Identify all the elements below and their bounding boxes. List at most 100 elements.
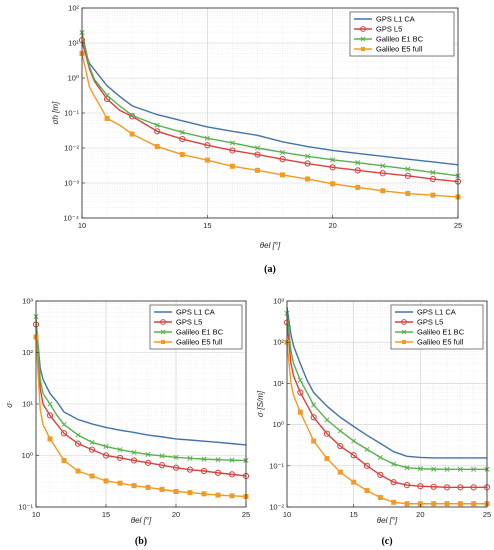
data-point	[377, 454, 383, 460]
y-axis-label: σ·	[5, 400, 14, 408]
data-point	[103, 95, 111, 103]
y-ticks: 10⁻⁴ 10⁻³ 10⁻² 10⁻¹ 10⁰ 10¹ 10²	[63, 4, 85, 223]
data-point	[404, 465, 410, 471]
data-point	[60, 430, 68, 437]
data-point	[215, 492, 221, 498]
data-point	[254, 167, 260, 173]
legend-label: Galileo E1 BC	[176, 328, 224, 337]
x-tick-label: 20	[172, 510, 180, 519]
data-point	[354, 167, 361, 174]
figure-caption: (c)	[381, 536, 392, 547]
data-point	[89, 439, 95, 445]
x-tick-label: 25	[242, 510, 250, 519]
y-tick-label: 10³	[273, 297, 284, 306]
data-point	[430, 192, 436, 198]
y-tick-label: 10⁰	[273, 420, 284, 429]
series-group	[78, 29, 462, 200]
data-point	[324, 456, 330, 462]
data-point	[159, 486, 165, 492]
data-point	[279, 156, 286, 163]
data-point	[391, 461, 397, 467]
x-axis-label: θel [°]	[260, 241, 281, 250]
data-point	[179, 135, 186, 143]
y-tick-label: 10¹	[22, 400, 33, 409]
y-ticks: 10⁻² 10⁻¹ 10⁰ 10¹ 10² 10³	[269, 297, 290, 512]
data-point	[145, 451, 151, 457]
x-tick-label: 10	[283, 510, 291, 519]
legend-label: GPS L5	[376, 25, 402, 34]
data-point	[403, 482, 411, 489]
data-point	[75, 432, 81, 438]
x-tick-label: 15	[203, 221, 211, 230]
legend-marker	[361, 47, 365, 51]
data-point	[46, 412, 54, 419]
data-point	[187, 455, 193, 461]
data-point	[103, 478, 109, 484]
data-point	[117, 480, 123, 486]
data-point	[404, 172, 411, 179]
data-point	[204, 142, 211, 149]
data-point	[131, 449, 137, 455]
x-axis-label: θel [°]	[377, 516, 398, 525]
data-point	[229, 457, 235, 463]
data-point	[355, 184, 361, 190]
data-point	[179, 129, 185, 135]
data-point	[173, 454, 179, 460]
data-point	[405, 166, 411, 172]
data-point	[377, 495, 383, 501]
y-tick-label: 10¹	[68, 39, 79, 48]
data-point	[429, 175, 437, 183]
y-tick-label: 10¹	[273, 379, 284, 388]
data-point	[330, 181, 336, 187]
legend-label: Galileo E5 full	[376, 45, 423, 54]
data-point	[61, 457, 67, 463]
data-point	[363, 462, 371, 469]
legend-marker	[360, 26, 366, 32]
series-line-1	[81, 40, 459, 183]
data-point	[201, 456, 207, 462]
legend-marker	[161, 340, 165, 344]
data-point	[364, 488, 370, 494]
data-point	[74, 440, 82, 447]
legend-marker	[402, 340, 406, 344]
data-point	[305, 176, 311, 182]
legend-label: GPS L1 CA	[176, 308, 215, 317]
legend-label: Galileo E1 BC	[417, 328, 465, 337]
data-point	[405, 191, 411, 197]
y-tick-label: 10⁻¹	[64, 109, 79, 118]
data-point	[215, 457, 221, 463]
y-tick-label: 10⁻²	[64, 144, 79, 153]
legend-label: Galileo E1 BC	[376, 35, 424, 44]
y-tick-label: 10⁻²	[269, 503, 284, 512]
data-point	[377, 471, 384, 479]
data-point	[379, 170, 386, 177]
data-point	[204, 135, 210, 141]
legend-label: GPS L5	[176, 318, 202, 327]
data-point	[144, 459, 152, 466]
data-point	[254, 151, 261, 158]
x-axis-label: θel [°]	[131, 516, 152, 525]
legend-marker	[401, 329, 407, 335]
y-tick-label: 10⁻⁴	[63, 214, 79, 223]
data-point	[297, 377, 303, 383]
series-line-1	[286, 322, 487, 489]
data-point	[444, 466, 450, 472]
data-point	[351, 438, 357, 444]
data-point	[337, 469, 343, 475]
legend-marker	[360, 36, 366, 42]
data-point	[279, 149, 286, 155]
x-tick-label: 15	[102, 510, 110, 519]
data-point	[457, 484, 464, 491]
data-point	[47, 436, 53, 442]
y-tick-label: 10²	[273, 338, 284, 347]
legend-marker	[160, 319, 166, 325]
y-tick-label: 10⁰	[68, 74, 79, 83]
data-point	[154, 128, 161, 135]
data-point	[297, 389, 304, 396]
data-point	[444, 501, 450, 507]
y-tick-label: 10⁻¹	[18, 503, 33, 512]
data-point	[355, 160, 361, 166]
